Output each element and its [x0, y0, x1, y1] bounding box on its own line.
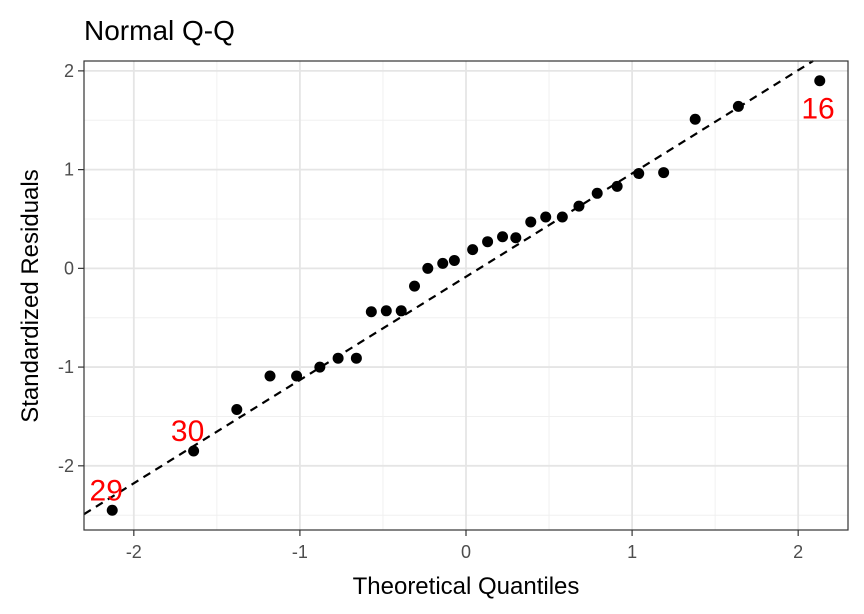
data-point	[467, 244, 479, 256]
reference-line	[83, 60, 814, 516]
x-axis-title: Theoretical Quantiles	[353, 573, 580, 600]
data-point	[314, 361, 326, 373]
y-tick-label: 0	[64, 258, 74, 278]
points-group	[106, 75, 826, 516]
data-point	[689, 113, 701, 125]
chart-title: Normal Q-Q	[84, 15, 235, 46]
data-point	[540, 211, 552, 223]
x-axis-ticks: -2 -1 0 1 2	[126, 530, 803, 562]
data-point	[188, 445, 200, 457]
data-point	[106, 504, 118, 516]
y-axis-ticks: -2 -1 0 1 2	[58, 61, 84, 476]
data-point	[448, 254, 460, 266]
data-point	[380, 305, 392, 317]
data-point	[633, 168, 645, 180]
data-point	[264, 370, 276, 382]
data-point	[732, 100, 744, 112]
data-point	[658, 167, 670, 179]
data-point	[510, 232, 522, 244]
data-point	[497, 231, 509, 243]
x-tick-label: 1	[627, 542, 637, 562]
reference-line-group	[83, 60, 814, 516]
point-labels-group: 29 30 16	[90, 93, 835, 508]
data-point	[525, 216, 537, 228]
data-point	[332, 352, 344, 364]
x-tick-label: 2	[793, 542, 803, 562]
point-label: 29	[90, 474, 123, 507]
data-point	[291, 370, 303, 382]
data-point	[482, 236, 494, 248]
x-tick-label: -1	[292, 542, 308, 562]
point-label: 16	[801, 93, 834, 126]
grid	[84, 61, 848, 530]
x-tick-label: 0	[461, 542, 471, 562]
data-point	[395, 305, 407, 317]
y-axis-title: Standardized Residuals	[17, 169, 44, 423]
x-tick-label: -2	[126, 542, 142, 562]
data-point	[591, 187, 603, 199]
data-point	[611, 180, 623, 192]
y-tick-label: 2	[64, 61, 74, 81]
data-point	[814, 75, 826, 87]
y-tick-label: 1	[64, 160, 74, 180]
y-tick-label: -2	[58, 456, 74, 476]
data-point	[422, 262, 434, 274]
data-point	[573, 200, 585, 212]
data-point	[437, 257, 449, 269]
data-point	[556, 211, 568, 223]
data-point	[409, 280, 421, 292]
data-point	[365, 306, 377, 318]
data-point	[231, 404, 243, 416]
point-label: 30	[171, 415, 204, 448]
data-point	[350, 352, 362, 364]
y-tick-label: -1	[58, 357, 74, 377]
